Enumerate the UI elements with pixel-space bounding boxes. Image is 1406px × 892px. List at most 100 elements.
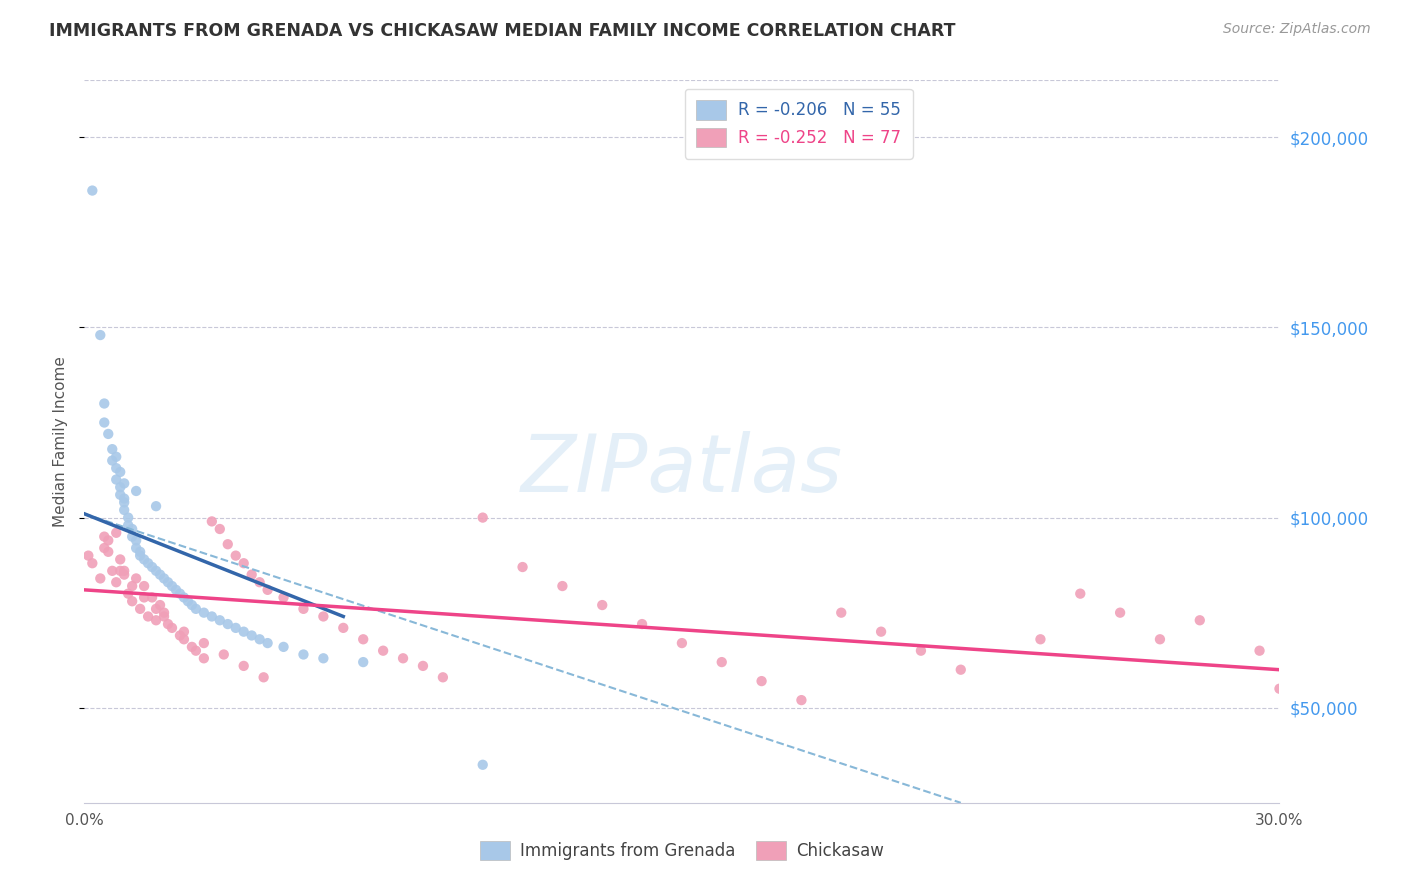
Point — [249, 575, 271, 590]
Point — [112, 476, 135, 491]
Point — [173, 624, 195, 639]
Point — [591, 598, 613, 612]
Point — [830, 606, 852, 620]
Point — [240, 567, 263, 582]
Point — [232, 659, 254, 673]
Point — [292, 648, 315, 662]
Text: ZIPatlas: ZIPatlas — [520, 432, 844, 509]
Point — [145, 602, 167, 616]
Point — [910, 643, 932, 657]
Point — [253, 670, 276, 684]
Point — [105, 450, 128, 464]
Point — [790, 693, 813, 707]
Point — [93, 530, 115, 544]
Point — [93, 396, 115, 410]
Point — [870, 624, 893, 639]
Legend: Immigrants from Grenada, Chickasaw: Immigrants from Grenada, Chickasaw — [474, 834, 890, 867]
Point — [93, 416, 115, 430]
Point — [1188, 613, 1211, 627]
Point — [201, 515, 224, 529]
Point — [157, 617, 180, 632]
Point — [82, 556, 104, 570]
Point — [132, 552, 156, 566]
Point — [217, 537, 239, 551]
Point — [145, 613, 167, 627]
Point — [225, 549, 247, 563]
Point — [110, 552, 132, 566]
Point — [1109, 606, 1132, 620]
Point — [193, 651, 215, 665]
Point — [149, 567, 172, 582]
Point — [173, 632, 195, 647]
Point — [145, 564, 167, 578]
Point — [93, 541, 115, 555]
Point — [136, 556, 159, 570]
Point — [117, 510, 139, 524]
Point — [89, 328, 111, 343]
Point — [169, 628, 191, 642]
Point — [352, 632, 374, 647]
Point — [181, 640, 204, 654]
Point — [232, 556, 254, 570]
Point — [89, 571, 111, 585]
Point — [273, 591, 295, 605]
Point — [97, 545, 120, 559]
Point — [193, 606, 215, 620]
Point — [110, 564, 132, 578]
Point — [631, 617, 654, 632]
Point — [256, 636, 278, 650]
Point — [77, 549, 100, 563]
Point — [110, 465, 132, 479]
Point — [165, 582, 187, 597]
Point — [212, 648, 235, 662]
Point — [471, 757, 494, 772]
Text: IMMIGRANTS FROM GRENADA VS CHICKASAW MEDIAN FAMILY INCOME CORRELATION CHART: IMMIGRANTS FROM GRENADA VS CHICKASAW MED… — [49, 22, 956, 40]
Point — [145, 499, 167, 513]
Point — [121, 579, 143, 593]
Point — [101, 564, 124, 578]
Point — [208, 522, 231, 536]
Point — [101, 453, 124, 467]
Point — [160, 621, 183, 635]
Point — [949, 663, 972, 677]
Point — [125, 533, 148, 548]
Point — [208, 613, 231, 627]
Point — [240, 628, 263, 642]
Point — [412, 659, 434, 673]
Point — [217, 617, 239, 632]
Point — [1069, 587, 1091, 601]
Point — [1249, 643, 1271, 657]
Point — [112, 491, 135, 506]
Point — [129, 545, 152, 559]
Point — [312, 609, 335, 624]
Point — [352, 655, 374, 669]
Point — [1149, 632, 1171, 647]
Point — [1268, 681, 1291, 696]
Point — [105, 461, 128, 475]
Text: Source: ZipAtlas.com: Source: ZipAtlas.com — [1223, 22, 1371, 37]
Point — [121, 530, 143, 544]
Point — [112, 567, 135, 582]
Point — [121, 522, 143, 536]
Point — [105, 575, 128, 590]
Point — [249, 632, 271, 647]
Point — [373, 643, 395, 657]
Point — [157, 575, 180, 590]
Point — [181, 598, 204, 612]
Point — [112, 495, 135, 509]
Point — [292, 602, 315, 616]
Point — [101, 442, 124, 457]
Point — [125, 571, 148, 585]
Point — [160, 579, 183, 593]
Point — [184, 602, 207, 616]
Point — [671, 636, 693, 650]
Point — [1029, 632, 1052, 647]
Point — [471, 510, 494, 524]
Point — [225, 621, 247, 635]
Point — [129, 602, 152, 616]
Point — [117, 518, 139, 533]
Point — [129, 549, 152, 563]
Point — [112, 564, 135, 578]
Point — [153, 571, 176, 585]
Point — [149, 598, 172, 612]
